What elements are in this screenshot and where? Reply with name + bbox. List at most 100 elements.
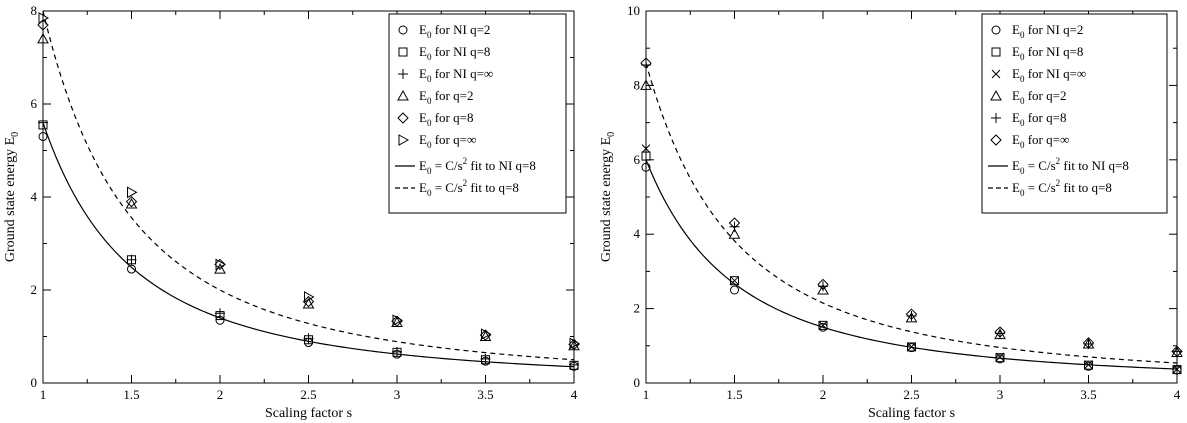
legend-text: fit to q=8 — [1060, 180, 1112, 195]
legend-text: = C/s — [431, 158, 462, 173]
series-square — [641, 151, 1182, 375]
data-point — [569, 337, 581, 350]
legend-marker-cross — [991, 69, 1001, 79]
x-tick-label: 2.5 — [903, 387, 919, 402]
series-diamond — [640, 57, 1183, 358]
legend-text: for NI q=8 — [431, 44, 490, 59]
x-tick-label: 3.5 — [1080, 387, 1096, 402]
legend-symbol: E — [419, 44, 427, 59]
data-point — [817, 283, 829, 295]
y-axis-label-text: Ground state energy E — [599, 137, 614, 262]
data-point — [641, 162, 651, 172]
y-tick-label: 2 — [31, 282, 38, 297]
legend-label: E0 = C/s2 fit to q=8 — [1012, 178, 1112, 198]
data-point — [127, 186, 138, 199]
x-tick-label: 2.5 — [300, 387, 316, 402]
legend-label: E0 = C/s2 fit to NI q=8 — [1012, 156, 1129, 176]
legend-text: for NI q=2 — [431, 22, 490, 37]
data-point — [907, 342, 916, 352]
legend-marker-square — [398, 47, 408, 57]
legend-sup: 2 — [1056, 156, 1061, 166]
legend-symbol: E — [419, 132, 427, 147]
y-tick-label: 8 — [634, 77, 641, 92]
legend-sub: 0 — [427, 52, 432, 62]
legend-sub: 0 — [1020, 140, 1025, 150]
data-point — [818, 320, 828, 330]
data-point — [641, 144, 651, 153]
legend-sub: 0 — [427, 74, 432, 84]
data-point — [905, 311, 918, 323]
data-point — [569, 359, 579, 370]
data-point — [640, 57, 652, 69]
legend: E0 for NI q=2E0 for NI q=8E0 for NI q=∞E… — [981, 13, 1168, 214]
legend-sub: 0 — [427, 166, 432, 176]
legend-symbol: E — [1012, 88, 1020, 103]
x-tick-label: 1 — [643, 387, 650, 402]
legend-symbol: E — [1012, 66, 1020, 81]
data-point — [302, 295, 315, 308]
legend-marker-plus — [398, 69, 408, 79]
legend-symbol: E — [1012, 158, 1020, 173]
legend-marker-triangle-up — [990, 89, 1002, 101]
x-tick-label: 1.5 — [123, 387, 139, 402]
legend-sub: 0 — [1020, 188, 1025, 198]
chart-panel-left: 1 1.5 2 2.5 3 3.5 4 0 2 4 6 8 Scaling factor s Ground… — [3, 3, 581, 421]
y-axis-label-sub: 0 — [606, 132, 617, 137]
legend-sup: 2 — [463, 178, 468, 188]
legend-text: for q=∞ — [431, 132, 476, 147]
data-point — [215, 258, 227, 271]
legend-text: for q=2 — [1024, 88, 1066, 103]
legend-symbol: E — [419, 66, 427, 81]
x-tick-label: 3 — [394, 387, 401, 402]
chart-panel-right: 1 1.5 2 2.5 3 3.5 4 0 2 4 6 8 10 Scaling factor s Grou… — [599, 3, 1183, 421]
data-point — [37, 19, 49, 31]
y-tick-label: 8 — [31, 3, 38, 18]
legend-label: E0 = C/s2 fit to NI q=8 — [419, 156, 536, 176]
legend-text: = C/s — [1024, 180, 1055, 195]
legend-marker-circle — [991, 25, 1001, 35]
legend-text: fit to NI q=8 — [467, 158, 536, 173]
legend-text: for NI q=8 — [1024, 44, 1083, 59]
legend-symbol: E — [1012, 132, 1020, 147]
legend-sup: 2 — [463, 156, 468, 166]
data-point — [38, 117, 48, 128]
legend-sub: 0 — [1020, 118, 1025, 128]
legend-label: E0 = C/s2 fit to q=8 — [419, 178, 519, 198]
y-axis-label-text: Ground state energy E — [3, 137, 18, 262]
data-point — [37, 32, 49, 44]
y-axis-label-sub: 0 — [10, 132, 21, 137]
data-point — [481, 328, 492, 341]
legend-marker-triangle-up — [397, 89, 409, 101]
legend-sub: 0 — [1020, 74, 1025, 84]
legend-marker-circle — [398, 25, 408, 35]
x-tick-label: 3.5 — [477, 387, 493, 402]
legend-symbol: E — [419, 180, 427, 195]
legend-text: for NI q=2 — [1024, 22, 1083, 37]
legend-sub: 0 — [1020, 166, 1025, 176]
x-tick-label: 2 — [217, 387, 224, 402]
legend-text: = C/s — [1024, 158, 1055, 173]
data-point — [214, 258, 226, 271]
legend-text: = C/s — [431, 180, 462, 195]
fit-curve-dashed — [646, 62, 1177, 364]
data-point — [907, 342, 916, 352]
data-point — [38, 132, 48, 142]
legend-label: E0 for NI q=∞ — [419, 66, 493, 84]
legend-text: fit to q=8 — [467, 180, 519, 195]
x-tick-label: 1 — [40, 387, 47, 402]
data-point — [994, 326, 1006, 338]
x-axis-label: Scaling factor s — [265, 406, 352, 421]
data-point — [392, 346, 402, 357]
legend-marker-plus — [991, 113, 1001, 123]
legend-sub: 0 — [1020, 96, 1025, 106]
legend-label: E0 for q=∞ — [419, 132, 476, 150]
series-plus — [38, 117, 579, 370]
data-point — [995, 352, 1005, 362]
data-point — [1172, 346, 1182, 357]
x-tick-label: 2 — [820, 387, 827, 402]
data-point — [730, 276, 739, 286]
y-tick-label: 0 — [31, 375, 38, 390]
legend-symbol: E — [419, 158, 427, 173]
legend-label: E0 for q=2 — [1012, 88, 1066, 106]
